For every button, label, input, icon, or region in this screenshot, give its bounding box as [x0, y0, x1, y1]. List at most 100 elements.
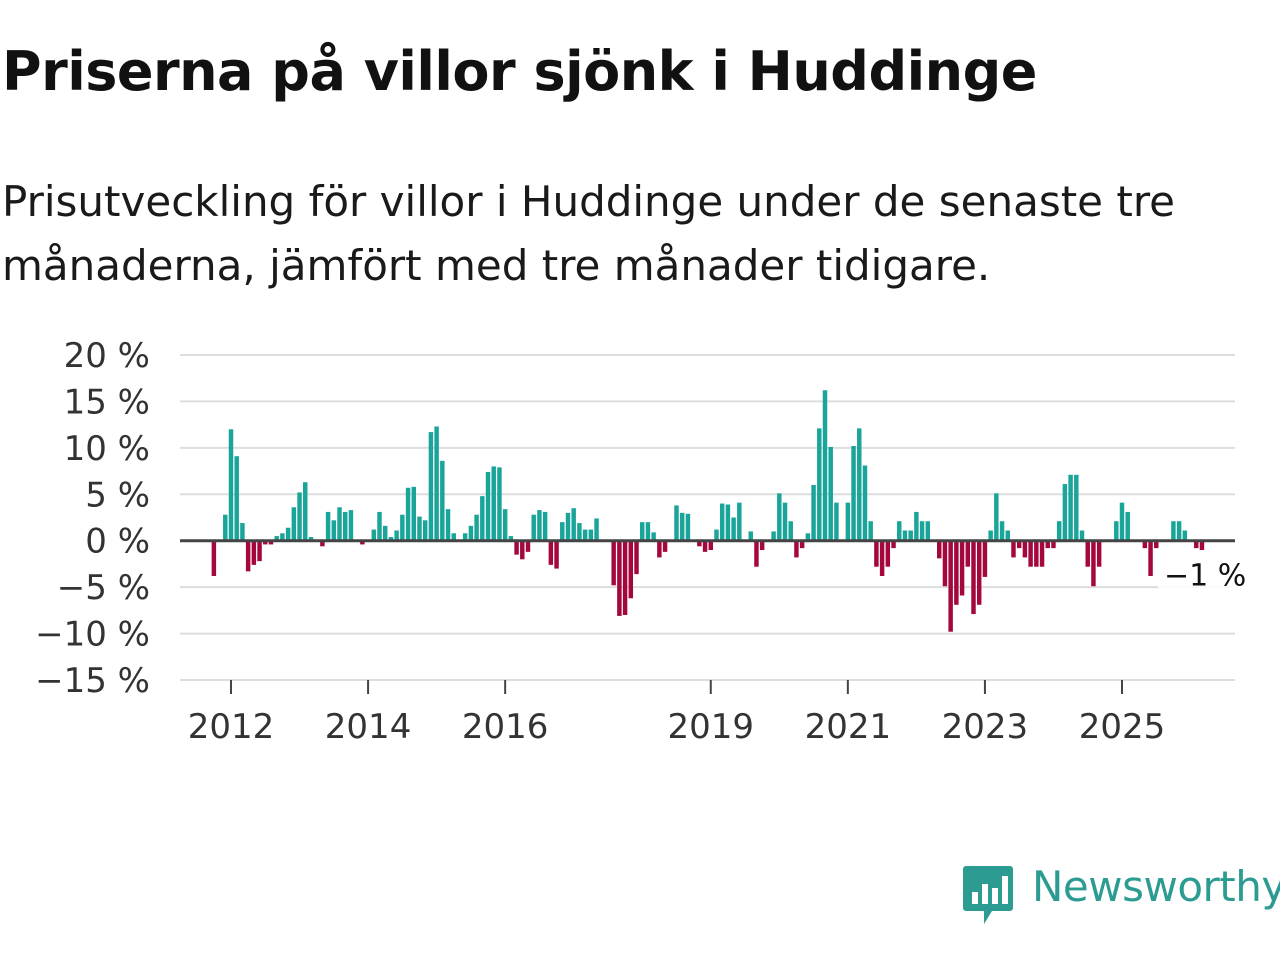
bar — [468, 525, 474, 541]
bar — [714, 529, 719, 541]
bar — [874, 540, 879, 567]
bar — [228, 429, 234, 541]
bar — [891, 540, 896, 549]
bar — [1171, 521, 1176, 541]
bar — [1142, 540, 1148, 549]
bar — [1148, 540, 1153, 576]
bar — [1045, 540, 1050, 549]
bar — [845, 502, 851, 541]
bar — [674, 505, 679, 541]
bar — [525, 540, 531, 552]
bar — [702, 540, 708, 552]
bar — [520, 540, 525, 560]
chart-title: Priserna på villor sjönk i Huddinge — [2, 40, 1037, 103]
bar — [565, 512, 571, 541]
y-tick-label: 15 % — [64, 382, 150, 422]
bar — [508, 536, 514, 541]
bar — [879, 540, 885, 576]
bar — [491, 466, 496, 541]
bar — [1016, 540, 1022, 549]
bar — [320, 540, 325, 547]
y-tick-label: 0 % — [85, 522, 150, 562]
y-tick-label: −5 % — [57, 568, 150, 608]
bar — [263, 540, 268, 545]
bar — [748, 531, 753, 541]
bar — [388, 537, 394, 541]
bar — [514, 540, 519, 555]
bar — [582, 529, 588, 541]
newsworthy-logo-icon — [963, 866, 1013, 924]
bar — [971, 540, 976, 615]
bar — [657, 540, 662, 558]
bar — [908, 530, 913, 541]
bar — [480, 496, 485, 541]
bar — [834, 502, 839, 541]
bar — [360, 540, 365, 545]
bar — [1182, 530, 1188, 541]
bar — [731, 517, 736, 541]
bar — [634, 540, 639, 575]
bar — [474, 514, 479, 541]
bar — [725, 504, 731, 541]
y-tick-label: 20 % — [64, 336, 150, 376]
bar — [708, 540, 713, 550]
bar — [857, 428, 862, 541]
bar — [976, 540, 982, 605]
bar — [942, 540, 948, 587]
bar — [268, 540, 274, 545]
bar — [411, 486, 416, 541]
bar — [400, 514, 405, 541]
y-tick-label: −15 % — [35, 661, 150, 701]
y-axis-ticks: 20 % 15 % 10 % 5 % 0 % −5 % −10 % −15 % — [35, 336, 150, 701]
bar — [885, 540, 891, 567]
bar — [348, 510, 354, 541]
bar — [251, 540, 257, 565]
bar — [754, 540, 759, 567]
bar — [959, 540, 965, 596]
bar — [1091, 540, 1096, 587]
bar-chart: 20 %15 %10 %5 %0 %−5 %−10 %−15 % 2012 201… — [35, 336, 1246, 747]
bar — [697, 540, 702, 547]
bar — [777, 493, 782, 541]
x-tick-label: 2025 — [1079, 707, 1166, 747]
bar — [240, 523, 245, 541]
x-tick-label: 2016 — [462, 707, 549, 747]
bar — [451, 533, 456, 541]
bar — [548, 540, 554, 565]
bar — [1028, 540, 1033, 567]
bar — [737, 502, 742, 541]
bar — [999, 521, 1005, 541]
bar — [662, 540, 668, 552]
bar — [685, 513, 691, 541]
bar — [542, 511, 548, 541]
bar — [1176, 521, 1182, 541]
bar — [417, 516, 422, 541]
bar — [1085, 540, 1090, 567]
bar — [531, 514, 536, 541]
bar — [622, 540, 628, 615]
bar — [502, 509, 508, 541]
bar — [211, 540, 217, 576]
annotation-background — [1157, 556, 1238, 593]
gridlines — [180, 354, 1235, 681]
bar — [297, 492, 302, 541]
bar — [245, 540, 251, 572]
bar — [822, 390, 828, 541]
bar — [617, 540, 622, 616]
bar — [851, 446, 856, 541]
bar — [537, 510, 542, 541]
bar — [948, 540, 953, 632]
bar — [394, 530, 399, 541]
bar — [377, 511, 382, 541]
bar — [588, 529, 594, 541]
bar — [274, 536, 279, 541]
bar — [759, 540, 765, 550]
bar — [782, 502, 788, 541]
bar — [994, 493, 999, 541]
bar — [1119, 502, 1125, 541]
bar — [794, 540, 799, 558]
bar — [1096, 540, 1102, 567]
bar — [1068, 474, 1073, 541]
bar — [1051, 540, 1056, 549]
bar-series — [211, 390, 1205, 632]
